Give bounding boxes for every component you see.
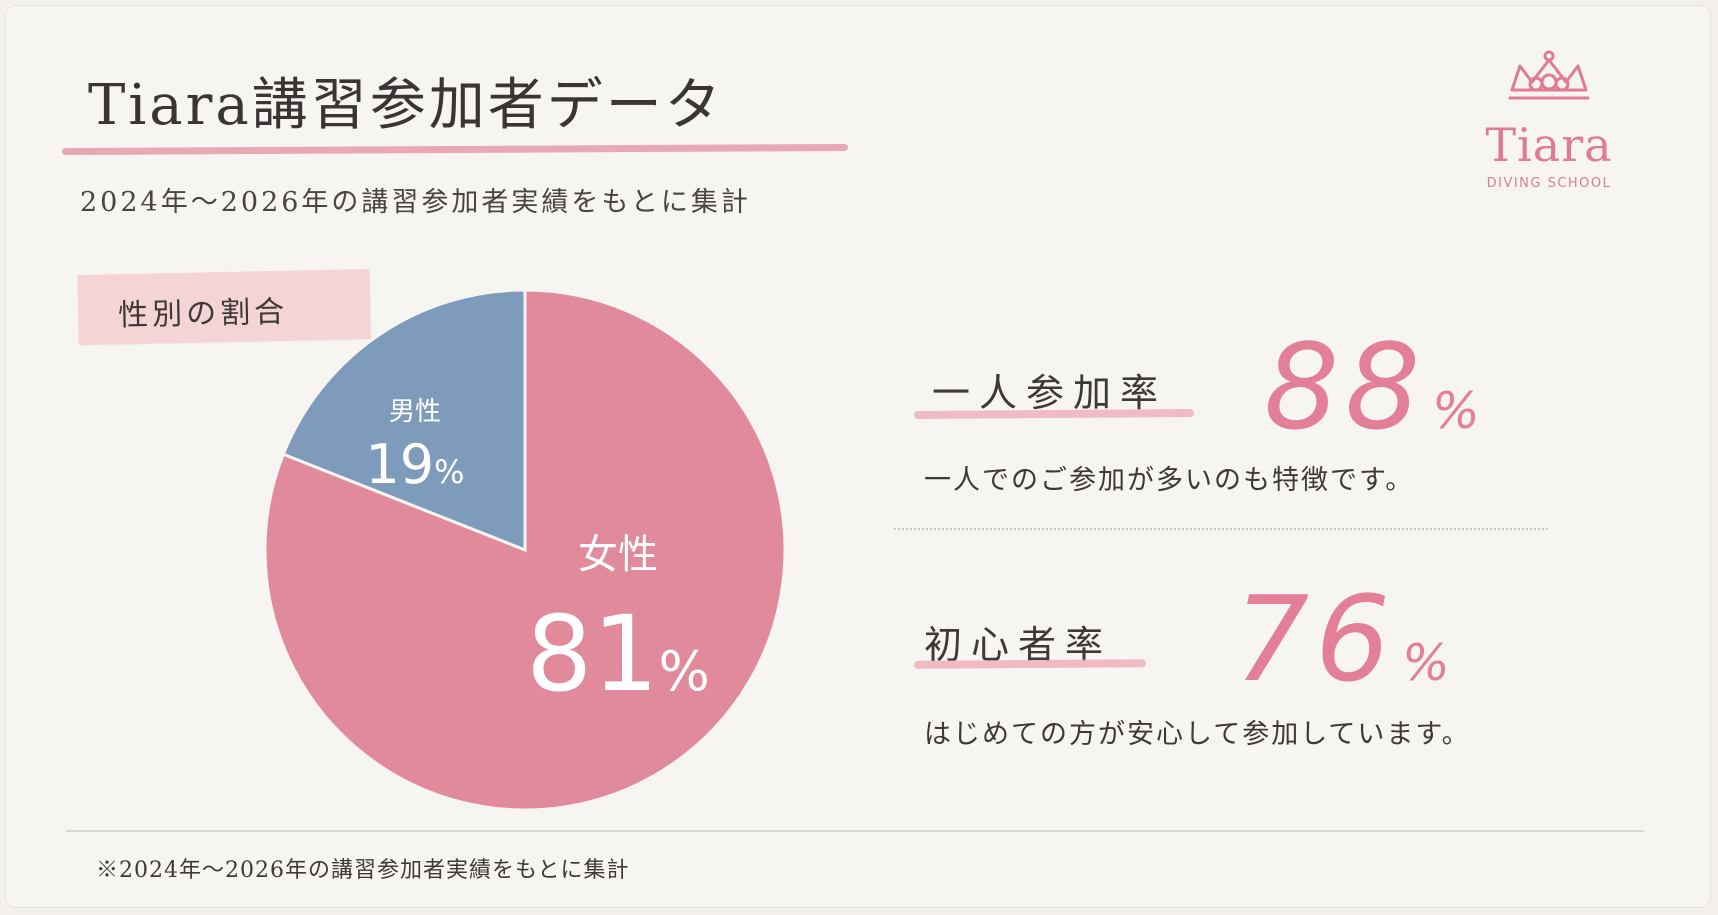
page-title: Tiara講習参加者データ xyxy=(88,73,724,138)
footnote: ※2024年〜2026年の講習参加者実績をもとに集計 xyxy=(96,858,630,883)
divider xyxy=(894,528,1548,530)
stat-unit-solo: % xyxy=(1432,382,1480,440)
brand-logo: Tiara DIVING SCHOOL xyxy=(1454,48,1644,198)
page-subtitle: 2024年〜2026年の講習参加者実績をもとに集計 xyxy=(80,187,751,218)
pie-label-name-male: 男性 xyxy=(389,397,441,427)
stat-unit-beginner: % xyxy=(1402,634,1450,692)
pie-label-value-male: 19% xyxy=(365,433,464,496)
stat-label-solo: 一人参加率 xyxy=(932,371,1168,415)
stat-underline-beginner xyxy=(913,659,1147,669)
tiara-crown-icon xyxy=(1508,50,1590,100)
logo-name: Tiara xyxy=(1485,118,1613,172)
stat-value-beginner: 76% xyxy=(1234,570,1450,708)
logo-subtitle: DIVING SCHOOL xyxy=(1486,176,1612,191)
stat-number-solo: 88 xyxy=(1264,318,1427,456)
footer-divider xyxy=(66,830,1644,832)
stat-value-solo: 88% xyxy=(1264,318,1480,456)
pie-label-value-female: 81% xyxy=(526,593,710,715)
pie-slice-female xyxy=(263,288,787,812)
stat-desc-solo: 一人でのご参加が多いのも特徴です。 xyxy=(924,465,1415,496)
stat-number-beginner: 76 xyxy=(1234,570,1397,708)
stat-desc-beginner: はじめての方が安心して参加しています。 xyxy=(924,719,1471,750)
pie-slice-male xyxy=(281,288,527,553)
pie-label-name-female: 女性 xyxy=(578,532,658,578)
